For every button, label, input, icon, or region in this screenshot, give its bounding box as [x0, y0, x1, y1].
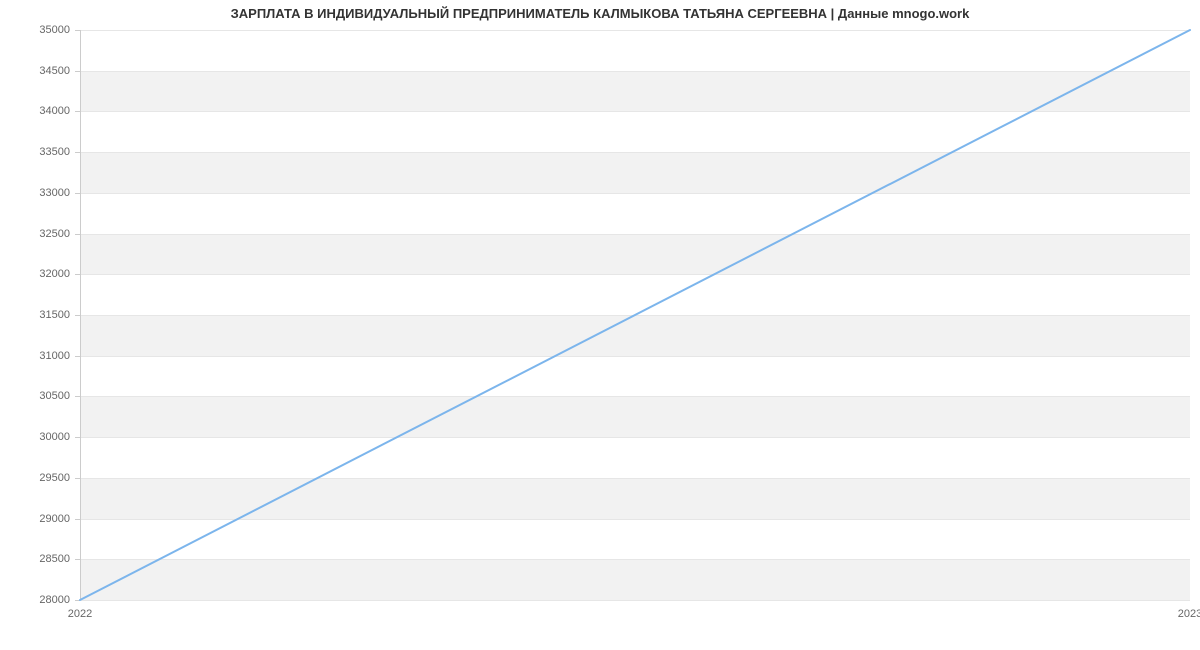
y-tick-label: 28500 [39, 553, 70, 565]
x-tick-label: 2023 [1178, 608, 1200, 620]
y-tick-label: 34500 [39, 65, 70, 77]
y-tick-label: 28000 [39, 594, 70, 606]
line-layer [80, 30, 1190, 600]
y-tick-label: 31500 [39, 309, 70, 321]
y-tick-label: 33500 [39, 146, 70, 158]
y-tick-label: 32500 [39, 228, 70, 240]
series-line-salary [80, 30, 1190, 600]
y-tick-label: 29000 [39, 513, 70, 525]
y-tick-label: 30500 [39, 390, 70, 402]
chart-container: ЗАРПЛАТА В ИНДИВИДУАЛЬНЫЙ ПРЕДПРИНИМАТЕЛ… [0, 0, 1200, 650]
y-tick-label: 31000 [39, 350, 70, 362]
y-tick-label: 30000 [39, 431, 70, 443]
chart-title: ЗАРПЛАТА В ИНДИВИДУАЛЬНЫЙ ПРЕДПРИНИМАТЕЛ… [0, 6, 1200, 21]
y-tick-label: 35000 [39, 24, 70, 36]
y-tick-label: 34000 [39, 105, 70, 117]
y-tick-label: 33000 [39, 187, 70, 199]
y-gridline [80, 600, 1190, 601]
plot-area: 2800028500290002950030000305003100031500… [80, 30, 1190, 600]
y-tick-label: 29500 [39, 472, 70, 484]
y-tick-label: 32000 [39, 268, 70, 280]
x-tick-label: 2022 [68, 608, 92, 620]
